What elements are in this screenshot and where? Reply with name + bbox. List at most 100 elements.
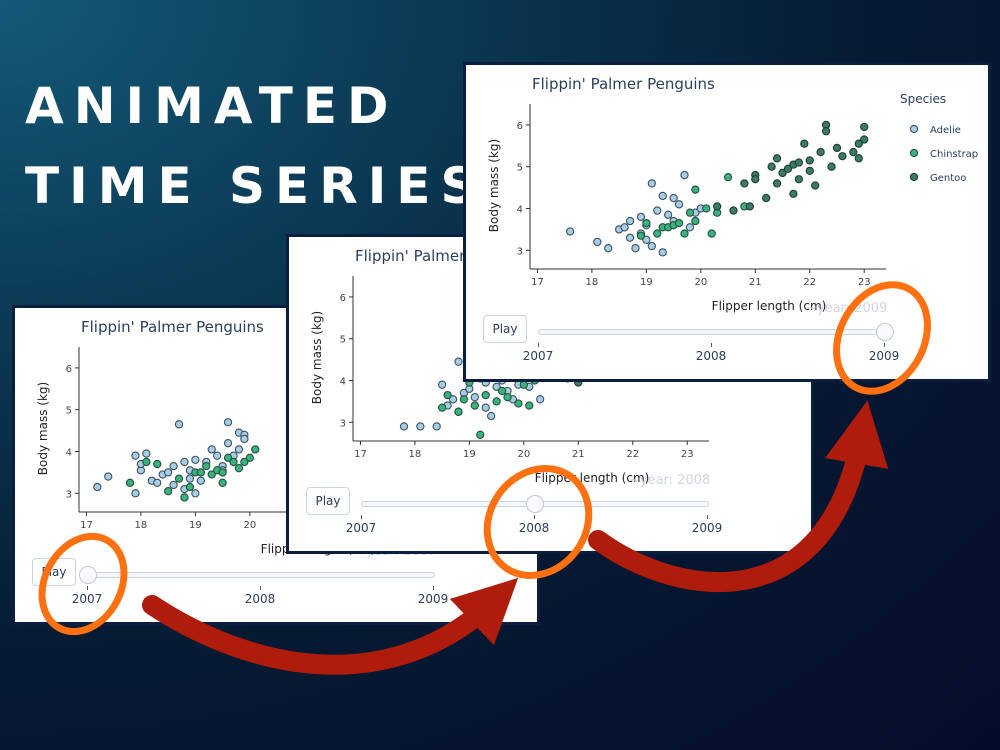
- x-tick-label: 23: [858, 277, 871, 288]
- year-slider-handle[interactable]: [526, 495, 544, 513]
- point-adelie: [213, 451, 222, 460]
- point-adelie: [674, 200, 684, 209]
- point-adelie: [223, 438, 233, 448]
- point-adelie: [169, 461, 178, 471]
- point-adelie: [163, 468, 173, 477]
- legend-label-gentoo: Gentoo: [930, 173, 966, 184]
- point-gentoo: [800, 139, 809, 148]
- point-chinstrap: [437, 403, 447, 412]
- point-adelie: [685, 223, 695, 232]
- point-gentoo: [783, 164, 793, 173]
- point-adelie: [636, 212, 646, 221]
- point-gentoo: [794, 175, 804, 184]
- y-tick-label: 5: [340, 335, 346, 346]
- y-tick-label: 5: [517, 163, 523, 174]
- point-gentoo: [745, 202, 754, 211]
- slider-step-2008[interactable]: 2008: [695, 349, 727, 363]
- point-adelie: [565, 227, 575, 236]
- point-chinstrap: [202, 461, 211, 471]
- point-gentoo: [860, 122, 869, 132]
- point-adelie: [131, 489, 140, 498]
- point-gentoo: [854, 154, 863, 163]
- point-chinstrap: [196, 468, 205, 477]
- point-adelie: [647, 241, 656, 251]
- slider-tick-mark: [538, 343, 539, 347]
- y-tick-label: 3: [517, 246, 523, 257]
- point-adelie: [454, 357, 463, 366]
- point-adelie: [664, 210, 673, 219]
- point-chinstrap: [153, 459, 162, 469]
- point-chinstrap: [503, 393, 512, 402]
- point-adelie: [234, 445, 244, 454]
- legend-label-adelie: Adelie: [930, 125, 961, 136]
- point-adelie: [658, 248, 667, 257]
- point-gentoo: [778, 168, 787, 178]
- slider-tick-mark: [711, 343, 712, 347]
- point-chinstrap: [251, 445, 260, 454]
- slider-step-2009[interactable]: 2009: [691, 521, 723, 535]
- y-tick-label: 6: [517, 121, 523, 132]
- play-button[interactable]: Play: [483, 315, 527, 343]
- point-adelie: [93, 482, 102, 492]
- slider-tick-mark: [87, 586, 88, 590]
- point-gentoo: [740, 179, 749, 188]
- point-gentoo: [827, 162, 836, 171]
- slider-step-2009[interactable]: 2009: [417, 592, 449, 606]
- y-tick-label: 4: [66, 447, 72, 458]
- y-tick-label: 3: [66, 489, 72, 500]
- point-chinstrap: [218, 478, 227, 487]
- point-gentoo: [816, 147, 825, 157]
- point-adelie: [647, 179, 656, 188]
- legend-marker-gentoo: [909, 172, 919, 182]
- slider-step-2007[interactable]: 2007: [71, 592, 103, 606]
- chart-title: Flippin' Palmer Penguins: [532, 75, 715, 93]
- year-slider-handle[interactable]: [876, 323, 894, 341]
- point-chinstrap: [218, 468, 227, 477]
- point-chinstrap: [674, 218, 684, 228]
- slider-step-2009[interactable]: 2009: [868, 349, 900, 363]
- point-chinstrap: [514, 399, 523, 408]
- x-tick-label: 19: [189, 520, 202, 531]
- slider-step-2007[interactable]: 2007: [522, 349, 554, 363]
- x-tick-label: 21: [749, 277, 762, 288]
- point-adelie: [642, 235, 651, 244]
- point-gentoo: [849, 147, 858, 157]
- play-button[interactable]: Play: [306, 487, 350, 515]
- slider-step-2008[interactable]: 2008: [244, 592, 276, 606]
- point-chinstrap: [185, 482, 195, 492]
- point-adelie: [131, 451, 140, 460]
- x-tick-label: 19: [463, 449, 476, 460]
- point-adelie: [399, 422, 409, 431]
- point-chinstrap: [240, 457, 249, 467]
- point-chinstrap: [223, 453, 233, 462]
- year-slider-handle[interactable]: [79, 566, 97, 584]
- point-gentoo: [772, 154, 782, 163]
- legend-marker-chinstrap: [909, 148, 919, 158]
- slider-step-2007[interactable]: 2007: [345, 521, 377, 535]
- point-adelie: [191, 455, 200, 464]
- play-button[interactable]: Play: [32, 558, 76, 586]
- point-chinstrap: [492, 397, 501, 406]
- headline-line-1: ANIMATED: [25, 77, 399, 135]
- slider-tick-mark: [534, 515, 535, 519]
- point-chinstrap: [481, 390, 490, 400]
- point-adelie: [180, 457, 189, 467]
- year-slider-track[interactable]: [87, 572, 435, 578]
- slider-tick-mark: [707, 515, 708, 519]
- point-adelie: [658, 191, 667, 201]
- y-tick-label: 3: [340, 418, 346, 429]
- point-gentoo: [811, 181, 820, 190]
- year-slider-track[interactable]: [538, 329, 886, 335]
- point-chinstrap: [525, 401, 534, 410]
- point-chinstrap: [174, 474, 184, 483]
- point-chinstrap: [180, 493, 189, 502]
- point-gentoo: [821, 127, 831, 136]
- point-adelie: [653, 206, 662, 215]
- point-chinstrap: [497, 386, 507, 396]
- point-adelie: [196, 476, 205, 485]
- current-year-label: ~year: 2008: [629, 473, 711, 488]
- point-chinstrap: [454, 407, 463, 416]
- slider-step-2008[interactable]: 2008: [518, 521, 550, 535]
- point-gentoo: [772, 179, 782, 188]
- x-tick-label: 17: [531, 277, 544, 288]
